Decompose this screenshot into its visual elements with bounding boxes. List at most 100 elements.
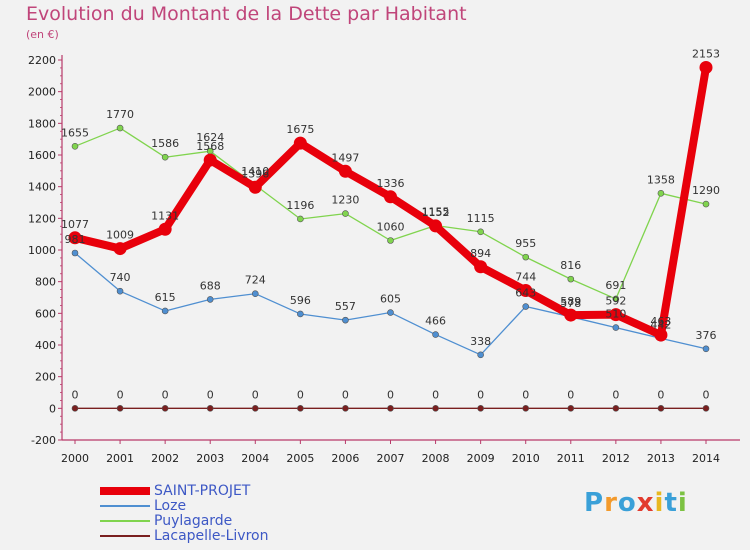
data-label: 466 bbox=[425, 315, 446, 328]
data-point bbox=[387, 405, 394, 412]
data-point bbox=[297, 405, 304, 412]
x-tick-label: 2010 bbox=[512, 452, 540, 465]
data-point bbox=[477, 351, 484, 359]
data-label: 981 bbox=[65, 233, 86, 246]
data-label: 1152 bbox=[422, 206, 450, 219]
x-tick-label: 2008 bbox=[422, 452, 450, 465]
data-label: 894 bbox=[470, 247, 491, 260]
data-label: 1077 bbox=[61, 218, 89, 231]
data-label: 0 bbox=[703, 388, 710, 401]
data-point bbox=[654, 328, 668, 342]
x-tick-label: 2000 bbox=[61, 452, 89, 465]
data-point bbox=[564, 308, 578, 322]
data-label: 596 bbox=[290, 294, 311, 307]
data-label: 1655 bbox=[61, 126, 89, 139]
data-label: 955 bbox=[515, 237, 536, 250]
data-point bbox=[71, 142, 79, 150]
data-label: 0 bbox=[387, 388, 394, 401]
data-point bbox=[251, 290, 259, 298]
data-label: 740 bbox=[110, 271, 131, 284]
data-point bbox=[612, 324, 620, 331]
data-label: 688 bbox=[200, 279, 221, 292]
legend-label: SAINT-PROJET bbox=[154, 483, 251, 499]
data-label: 463 bbox=[650, 315, 671, 328]
data-label: 578 bbox=[560, 297, 581, 310]
legend-swatch bbox=[100, 487, 150, 495]
data-label: 691 bbox=[605, 279, 626, 292]
data-label: 0 bbox=[567, 388, 574, 401]
legend-swatch bbox=[100, 505, 150, 507]
y-tick-label: 200 bbox=[35, 371, 56, 384]
data-label: 1336 bbox=[377, 177, 405, 190]
data-point bbox=[477, 228, 484, 236]
legend-swatch bbox=[100, 520, 150, 522]
data-point bbox=[657, 190, 665, 197]
legend-label: Lacapelle-Livron bbox=[154, 528, 269, 544]
y-tick-label: 2200 bbox=[28, 54, 56, 67]
data-point bbox=[387, 309, 394, 316]
data-label: 1131 bbox=[151, 209, 179, 222]
data-point bbox=[474, 260, 488, 274]
legend-label: Puylagarde bbox=[154, 513, 233, 529]
data-label: 1155 bbox=[422, 205, 450, 218]
data-point bbox=[387, 237, 394, 244]
data-label: 592 bbox=[605, 295, 626, 308]
data-point bbox=[161, 307, 169, 315]
logo-letter: t bbox=[664, 488, 678, 518]
data-label: 1410 bbox=[241, 165, 269, 178]
data-point bbox=[702, 405, 710, 412]
x-tick-label: 2001 bbox=[106, 452, 134, 465]
data-label: 442 bbox=[650, 318, 671, 331]
y-tick-label: 600 bbox=[35, 307, 56, 320]
proxiti-logo: Proxiti bbox=[584, 488, 688, 518]
data-point bbox=[297, 215, 304, 223]
data-label: 338 bbox=[470, 335, 491, 348]
data-point bbox=[158, 222, 172, 236]
data-point bbox=[248, 180, 262, 194]
x-tick-label: 2002 bbox=[151, 452, 179, 465]
data-label: 0 bbox=[432, 388, 439, 401]
data-point bbox=[522, 253, 530, 261]
data-point bbox=[384, 190, 397, 204]
data-label: 0 bbox=[117, 388, 124, 401]
y-tick-label: -200 bbox=[31, 434, 56, 447]
series-lacapelle-livron bbox=[71, 405, 710, 412]
logo-letter: o bbox=[617, 488, 637, 518]
data-point bbox=[657, 405, 665, 412]
data-point bbox=[699, 60, 713, 74]
data-label: 1675 bbox=[286, 123, 314, 136]
data-label: 1396 bbox=[241, 167, 269, 180]
data-label: 605 bbox=[380, 293, 401, 306]
x-tick-label: 2012 bbox=[602, 452, 630, 465]
data-point bbox=[203, 153, 217, 167]
data-label: 0 bbox=[477, 388, 484, 401]
data-label: 0 bbox=[657, 388, 664, 401]
logo-letter: x bbox=[636, 488, 655, 518]
data-label: 557 bbox=[335, 300, 356, 313]
data-point bbox=[71, 249, 79, 257]
legend-swatch bbox=[100, 535, 150, 537]
data-point bbox=[519, 284, 533, 298]
y-tick-label: 1600 bbox=[28, 149, 56, 162]
data-point bbox=[68, 231, 82, 245]
data-label: 0 bbox=[612, 388, 619, 401]
data-point bbox=[612, 295, 620, 303]
data-point bbox=[522, 405, 530, 412]
series-loze bbox=[71, 249, 710, 359]
data-point bbox=[161, 153, 169, 161]
data-label: 0 bbox=[207, 388, 214, 401]
data-label: 1115 bbox=[467, 212, 495, 225]
logo-letter: r bbox=[604, 488, 618, 518]
data-point bbox=[612, 405, 620, 412]
chart-title: Evolution du Montant de la Dette par Hab… bbox=[26, 3, 467, 25]
data-label: 1060 bbox=[377, 221, 405, 234]
data-point bbox=[429, 219, 443, 233]
data-label: 816 bbox=[560, 259, 581, 272]
data-point bbox=[161, 405, 169, 412]
data-label: 1586 bbox=[151, 137, 179, 150]
logo-letter: i bbox=[677, 488, 688, 518]
data-label: 0 bbox=[522, 388, 529, 401]
data-label: 1624 bbox=[196, 131, 224, 144]
data-point bbox=[116, 405, 124, 412]
